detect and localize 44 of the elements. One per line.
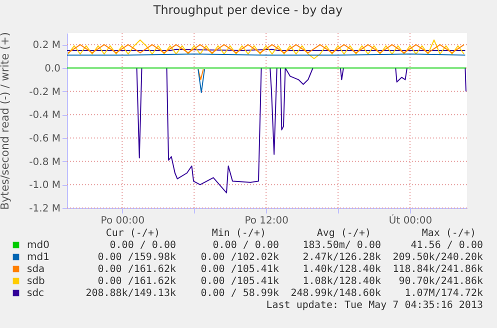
y-tick-label: -0.2 M bbox=[29, 86, 60, 98]
legend-label: sdb bbox=[27, 276, 45, 287]
y-tick-label: 0.2 M bbox=[32, 40, 60, 52]
x-tick-label: Po 12:00 bbox=[244, 216, 288, 226]
text: 0.00 /105.41k bbox=[200, 264, 279, 275]
x-tick-label: Po 00:00 bbox=[100, 216, 145, 226]
text: 0.00 / 0.00 bbox=[212, 240, 279, 251]
text: 1.07M/174.72k bbox=[404, 288, 483, 299]
text: Min (-/+) bbox=[212, 228, 266, 239]
text: Last update: Tue May 7 04:35:16 2013 bbox=[266, 300, 483, 311]
text: Max (-/+) bbox=[422, 228, 476, 239]
text: 1.40k/128.40k bbox=[302, 264, 381, 275]
legend-label: sda bbox=[27, 264, 45, 275]
y-tick-label: -0.6 M bbox=[29, 134, 60, 144]
legend-label: sdc bbox=[27, 288, 44, 299]
legend-label: md1 bbox=[27, 252, 50, 263]
text: 0.00 /105.41k bbox=[200, 276, 279, 287]
text: 0.00 /161.62k bbox=[98, 276, 176, 287]
chart-title: Throughput per device - by day bbox=[152, 3, 343, 17]
y-tick-label: -1.2 M bbox=[29, 204, 60, 214]
text: Cur (-/+) bbox=[106, 228, 160, 239]
text: 90.70k/241.86k bbox=[398, 276, 483, 287]
y-axis-title: Bytes/second read (-) / write (+) bbox=[0, 32, 12, 210]
text: 118.84k/241.86k bbox=[392, 264, 483, 275]
text: 0.00 / 0.00 bbox=[110, 240, 176, 251]
y-tick-label: 0.0 bbox=[44, 64, 60, 74]
y-tick-label: -0.4 M bbox=[29, 110, 60, 122]
y-tick-label: -1.0 M bbox=[29, 180, 60, 192]
line-series bbox=[68, 40, 464, 60]
text: 41.56 / 0.00 bbox=[410, 240, 483, 251]
text: 1.08k/128.40k bbox=[302, 276, 381, 287]
x-tick-label: Út 00:00 bbox=[388, 214, 432, 226]
text: 0.00 /102.02k bbox=[200, 252, 279, 263]
text: 209.50k/240.20k bbox=[392, 252, 483, 263]
legend-label: md0 bbox=[27, 240, 50, 251]
text: 248.99k/148.60k bbox=[290, 288, 381, 299]
text: 208.88k/149.13k bbox=[86, 288, 176, 299]
text: 0.00 / 58.99k bbox=[200, 288, 279, 299]
text: 0.00 /159.98k bbox=[98, 252, 176, 263]
text: 2.47k/126.28k bbox=[302, 252, 381, 263]
text: 0.00 /161.62k bbox=[98, 264, 176, 275]
y-tick-label: -0.8 M bbox=[29, 156, 60, 168]
text: Avg (-/+) bbox=[316, 228, 371, 239]
text: 183.50m/ 0.00 bbox=[302, 240, 381, 251]
